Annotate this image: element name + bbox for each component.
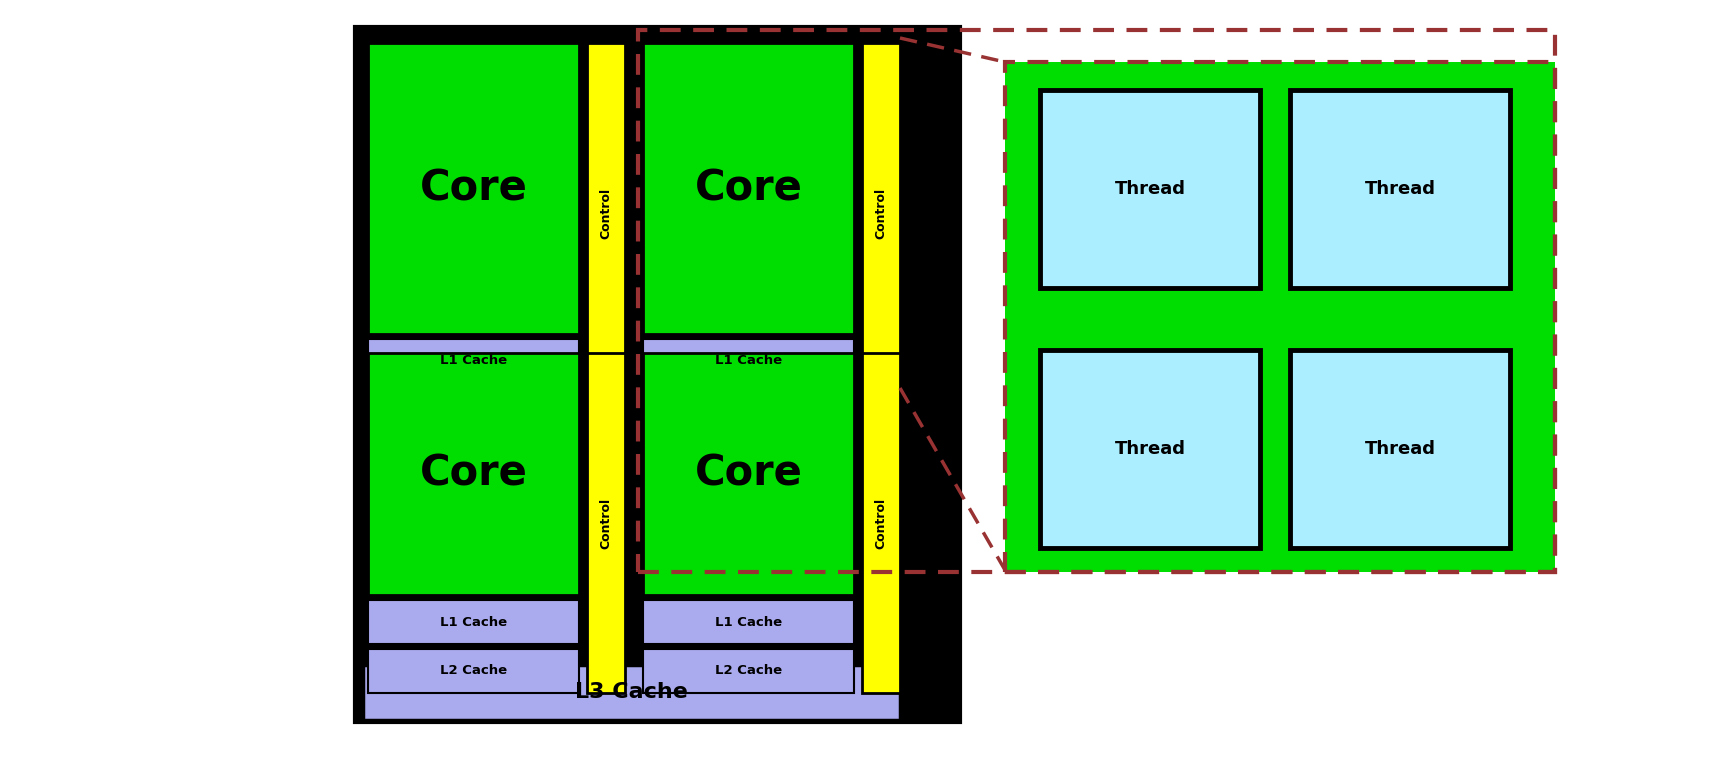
Bar	[639, 348, 899, 698]
Bar	[1290, 90, 1510, 288]
Bar	[368, 649, 580, 693]
Bar	[863, 353, 899, 693]
Text: L2 Cache: L2 Cache	[715, 664, 781, 677]
Text: Control: Control	[599, 188, 613, 239]
Text: Core: Core	[420, 453, 528, 495]
Bar	[363, 348, 625, 698]
Text: Core: Core	[420, 167, 528, 210]
Bar	[1290, 350, 1510, 548]
Text: L1 Cache: L1 Cache	[439, 354, 507, 368]
Text: Control: Control	[875, 498, 887, 549]
Text: Thread: Thread	[1364, 180, 1436, 198]
Text: L1 Cache: L1 Cache	[715, 354, 781, 368]
Bar	[363, 38, 625, 388]
Text: L1 Cache: L1 Cache	[715, 616, 781, 629]
Text: Control: Control	[599, 498, 613, 549]
Text: Control: Control	[875, 188, 887, 239]
Bar	[368, 339, 580, 383]
Bar	[642, 339, 854, 383]
Bar	[639, 30, 1555, 572]
Text: Core: Core	[694, 167, 802, 210]
Bar	[1005, 62, 1555, 572]
Text: L1 Cache: L1 Cache	[439, 616, 507, 629]
Bar	[863, 43, 899, 383]
Bar	[642, 353, 854, 595]
Bar	[363, 665, 899, 720]
Text: L2 Cache: L2 Cache	[439, 664, 507, 677]
Bar	[1040, 90, 1260, 288]
Bar	[639, 38, 899, 388]
Text: Thread: Thread	[1115, 440, 1186, 458]
Text: Core: Core	[694, 453, 802, 495]
Text: Thread: Thread	[1115, 180, 1186, 198]
Bar	[368, 353, 580, 595]
Text: L3 Cache: L3 Cache	[575, 682, 687, 702]
Bar	[587, 353, 625, 693]
Bar	[642, 649, 854, 693]
Bar	[642, 600, 854, 644]
Bar	[368, 43, 580, 334]
Bar	[368, 600, 580, 644]
Bar	[1040, 350, 1260, 548]
Bar	[354, 27, 960, 722]
Bar	[642, 43, 854, 334]
Text: Thread: Thread	[1364, 440, 1436, 458]
Bar	[587, 43, 625, 383]
